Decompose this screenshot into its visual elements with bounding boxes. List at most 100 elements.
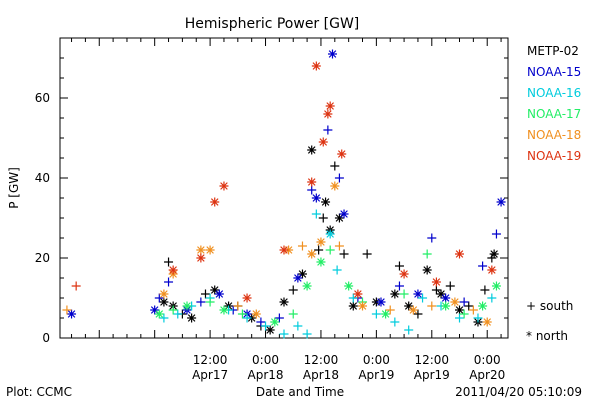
marker-legend-item: * north xyxy=(526,329,568,343)
south-point xyxy=(445,281,455,291)
north-point xyxy=(205,245,215,255)
south-point xyxy=(323,125,333,135)
north-point xyxy=(404,301,414,311)
south-point xyxy=(459,309,469,319)
north-point xyxy=(390,289,400,299)
north-point xyxy=(67,309,77,319)
south-point xyxy=(274,313,284,323)
x-tick-time: 0:00 xyxy=(474,353,501,367)
north-point xyxy=(159,297,169,307)
y-tick-label: 20 xyxy=(35,251,50,265)
north-point xyxy=(311,61,321,71)
south-point xyxy=(394,261,404,271)
north-point xyxy=(325,229,335,239)
south-point xyxy=(371,309,381,319)
north-point xyxy=(337,149,347,159)
south-point xyxy=(394,281,404,291)
south-point xyxy=(431,285,441,295)
x-tick-date: Apr20 xyxy=(469,368,505,382)
south-point xyxy=(427,301,437,311)
footer-credit: Plot: CCMC xyxy=(6,385,72,399)
footer-timestamp: 2011/04/20 05:10:09 xyxy=(455,385,582,399)
south-point xyxy=(164,277,174,287)
south-point xyxy=(318,213,328,223)
x-axis-ticks: 12:00Apr170:00Apr1812:00Apr180:00Apr1912… xyxy=(71,38,505,382)
south-point xyxy=(302,329,312,339)
north-point xyxy=(330,181,340,191)
north-point xyxy=(214,289,224,299)
north-point xyxy=(353,289,363,299)
north-point xyxy=(307,177,317,187)
x-tick-time: 0:00 xyxy=(363,353,390,367)
north-point xyxy=(219,305,229,315)
y-tick-label: 60 xyxy=(35,91,50,105)
south-point xyxy=(348,293,358,303)
north-point xyxy=(348,301,358,311)
north-point xyxy=(478,301,488,311)
south-point xyxy=(159,313,169,323)
south-point xyxy=(196,297,206,307)
north-point xyxy=(168,265,178,275)
north-point xyxy=(187,313,197,323)
north-point xyxy=(491,281,501,291)
south-point xyxy=(413,309,423,319)
x-tick-time: 0:00 xyxy=(252,353,279,367)
south-point xyxy=(233,301,243,311)
south-point xyxy=(297,241,307,251)
north-point xyxy=(321,197,331,207)
x-tick-date: Apr18 xyxy=(303,368,339,382)
north-point xyxy=(422,265,432,275)
north-point xyxy=(334,213,344,223)
y-tick-label: 0 xyxy=(42,331,50,345)
north-point xyxy=(344,281,354,291)
north-point xyxy=(316,237,326,247)
north-point xyxy=(150,305,160,315)
south-point xyxy=(311,209,321,219)
legend: METP-02 NOAA-15 NOAA-16 NOAA-17 NOAA-18 NOAA-… xyxy=(527,44,581,163)
north-point xyxy=(297,269,307,279)
north-point xyxy=(489,249,499,259)
x-tick-time: 12:00 xyxy=(193,353,228,367)
south-point xyxy=(205,297,215,307)
south-point xyxy=(339,249,349,259)
x-tick-time: 12:00 xyxy=(414,353,449,367)
south-point xyxy=(314,245,324,255)
south-point xyxy=(164,257,174,267)
north-point xyxy=(265,325,275,335)
north-point xyxy=(293,273,303,283)
south-point xyxy=(71,281,81,291)
south-point xyxy=(237,309,247,319)
south-point xyxy=(332,265,342,275)
legend-item: NOAA-19 xyxy=(527,149,581,163)
south-point xyxy=(261,321,271,331)
chart-title: Hemispheric Power [GW] xyxy=(185,16,360,32)
legend-item: NOAA-15 xyxy=(527,65,581,79)
south-point xyxy=(200,289,210,299)
data-points xyxy=(62,49,506,339)
north-point xyxy=(318,137,328,147)
south-point xyxy=(334,241,344,251)
marker-legend-item: + south xyxy=(526,299,573,313)
north-point xyxy=(210,197,220,207)
x-axis-label: Date and Time xyxy=(256,385,344,399)
south-point xyxy=(427,233,437,243)
y-axis-ticks: 0 20 40 60 xyxy=(35,37,508,345)
south-point xyxy=(480,285,490,295)
marker-legend: + south * north xyxy=(526,299,573,343)
north-point xyxy=(311,193,321,203)
north-point xyxy=(219,181,229,191)
north-point xyxy=(431,277,441,287)
south-point xyxy=(491,229,501,239)
south-point xyxy=(168,305,178,315)
legend-item: METP-02 xyxy=(527,44,579,58)
south-point xyxy=(385,305,395,315)
x-tick-date: Apr17 xyxy=(192,368,228,382)
y-tick-label: 40 xyxy=(35,171,50,185)
south-point xyxy=(154,293,164,303)
south-point xyxy=(334,173,344,183)
south-point xyxy=(173,309,183,319)
north-point xyxy=(196,253,206,263)
north-point xyxy=(279,245,289,255)
north-point xyxy=(496,197,506,207)
south-point xyxy=(307,185,317,195)
